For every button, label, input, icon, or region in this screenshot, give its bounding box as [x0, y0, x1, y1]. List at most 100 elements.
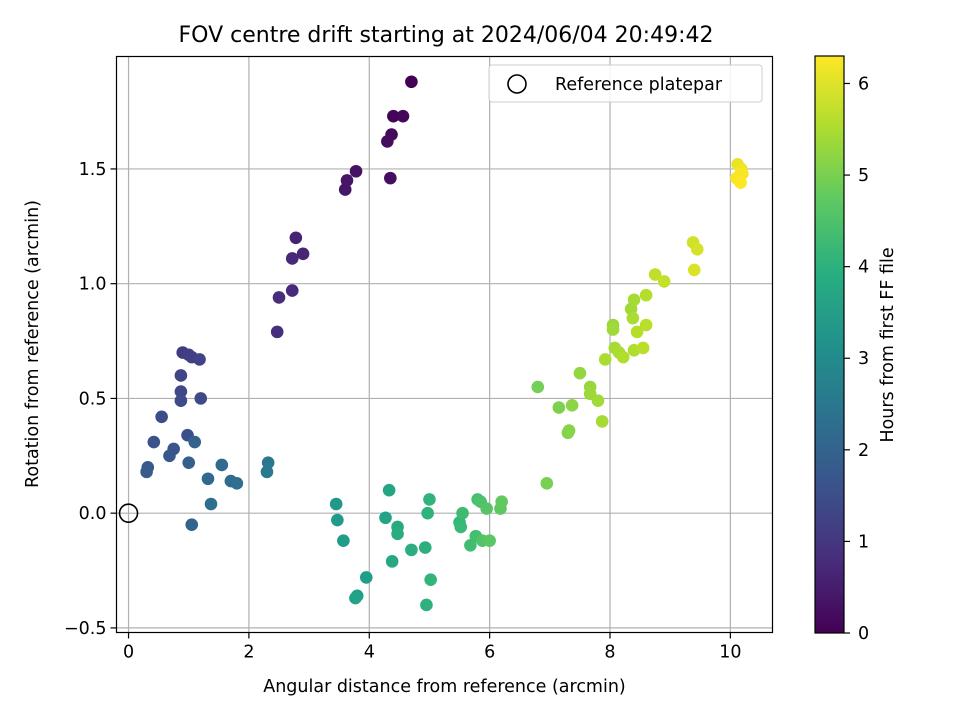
- data-point: [331, 513, 344, 527]
- legend: Reference platepar: [488, 64, 763, 103]
- x-axis: 0 2 4 6 8 10: [123, 632, 742, 663]
- data-point: [540, 477, 554, 490]
- plot-frame: [115, 55, 774, 634]
- data-point: [230, 477, 244, 490]
- data-point: [420, 598, 433, 612]
- data-point: [349, 591, 362, 605]
- data-points: [140, 75, 749, 612]
- data-point: [285, 284, 299, 297]
- data-point: [359, 571, 373, 584]
- data-point: [182, 456, 196, 469]
- data-point: [405, 75, 418, 89]
- colorbar-tick-label: 2: [858, 441, 869, 461]
- data-point: [648, 268, 662, 281]
- x-tick-label: 2: [243, 643, 254, 663]
- data-point: [591, 394, 605, 408]
- data-point: [185, 518, 199, 531]
- data-point: [639, 288, 653, 302]
- data-point: [329, 497, 343, 511]
- x-tick-label: 8: [604, 643, 615, 663]
- data-point: [140, 465, 153, 479]
- data-point: [349, 164, 363, 178]
- data-point: [381, 135, 394, 148]
- data-point: [174, 385, 188, 398]
- y-axis: −0.5 0.0 0.5 1.0 1.5: [64, 160, 117, 639]
- data-point: [384, 171, 397, 185]
- data-point: [204, 497, 218, 511]
- data-point: [337, 534, 350, 548]
- colorbar-tick-label: 0: [858, 624, 869, 644]
- data-point: [215, 458, 229, 472]
- data-point: [296, 247, 310, 261]
- data-point: [174, 394, 188, 408]
- data-point: [418, 541, 432, 554]
- plot-background: [116, 56, 773, 633]
- data-point: [193, 353, 206, 366]
- data-point: [391, 527, 404, 541]
- colorbar-label: Hours from first FF file: [878, 247, 898, 442]
- data-point: [495, 495, 508, 508]
- data-point: [163, 449, 176, 463]
- data-point: [260, 465, 274, 479]
- legend-box: [488, 64, 763, 103]
- data-point: [616, 350, 630, 364]
- colorbar-tick-label: 5: [858, 166, 869, 186]
- data-point: [627, 293, 641, 307]
- data-point: [188, 435, 202, 449]
- data-point: [687, 263, 701, 277]
- data-point: [379, 511, 392, 525]
- plot-area: 0 2 4 6 8 10 −0.5 0.0 0.5 1.0 1.5: [64, 55, 774, 663]
- data-point: [382, 483, 396, 497]
- x-tick-label: 6: [484, 643, 495, 663]
- data-point: [270, 325, 284, 339]
- data-point: [289, 231, 303, 245]
- data-point: [595, 415, 609, 428]
- data-point: [201, 472, 215, 486]
- data-point: [456, 506, 469, 520]
- colorbar-tick-label: 3: [858, 349, 869, 369]
- data-point: [657, 275, 671, 288]
- data-point: [272, 291, 286, 304]
- data-point: [630, 325, 644, 339]
- x-tick-label: 0: [123, 643, 134, 663]
- data-point: [480, 502, 493, 515]
- y-tick-label: 0.0: [79, 504, 107, 524]
- legend-marker-reference: [507, 74, 527, 94]
- data-point: [424, 573, 437, 587]
- reference-platepar-marker: [118, 503, 139, 523]
- colorbar-tick-label: 6: [858, 74, 869, 94]
- data-point: [552, 401, 566, 414]
- data-point: [387, 109, 400, 123]
- data-point: [562, 424, 576, 437]
- data-point: [464, 538, 477, 552]
- legend-label-reference: Reference platepar: [555, 75, 723, 95]
- data-point: [194, 392, 208, 405]
- data-point: [174, 369, 188, 382]
- colorbar-tick-label: 1: [858, 532, 869, 552]
- colorbar-gradient: [815, 56, 844, 633]
- data-point: [385, 555, 399, 568]
- data-point: [285, 252, 299, 265]
- data-point: [531, 380, 545, 394]
- y-tick-label: −0.5: [64, 619, 107, 639]
- y-tick-label: 1.5: [79, 160, 107, 180]
- data-point: [483, 534, 496, 548]
- y-tick-label: 0.5: [79, 389, 107, 409]
- colorbar-tick-label: 4: [858, 258, 869, 278]
- data-point: [396, 109, 410, 123]
- chart-title: FOV centre drift starting at 2024/06/04 …: [179, 23, 714, 48]
- data-point: [639, 318, 653, 332]
- colorbar: 0 1 2 3 4 5 6 Hours from first FF file: [814, 55, 898, 644]
- data-point: [405, 543, 418, 557]
- data-point: [734, 176, 747, 190]
- data-point: [261, 456, 275, 469]
- data-point: [421, 506, 434, 520]
- data-point: [636, 341, 650, 355]
- data-point: [606, 323, 620, 336]
- data-point: [690, 242, 704, 256]
- x-tick-label: 10: [719, 643, 741, 663]
- data-point: [338, 183, 352, 196]
- colorbar-ticks: 0 1 2 3 4 5 6: [844, 74, 869, 644]
- x-axis-label: Angular distance from reference (arcmin): [263, 677, 626, 697]
